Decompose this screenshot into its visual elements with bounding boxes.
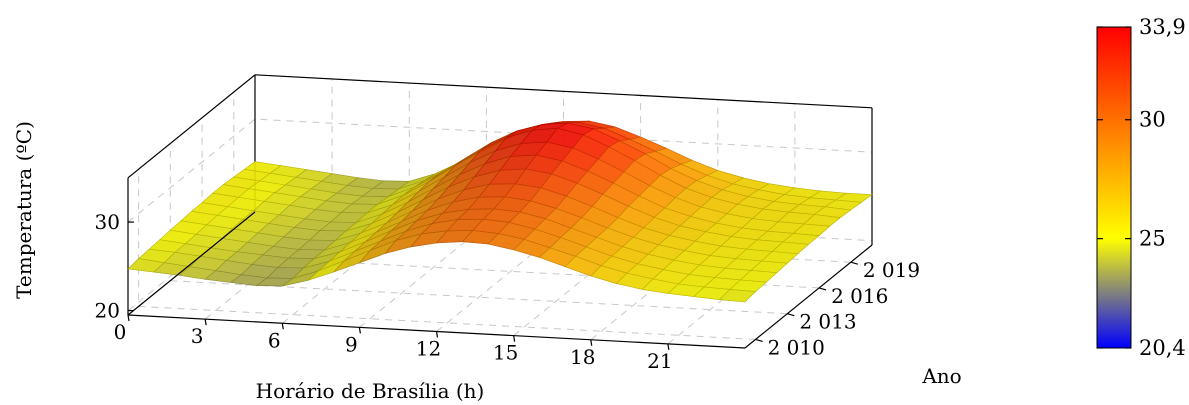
box-edge: [127, 74, 256, 179]
colorbar-ticks: 33,9 30 25 20,4: [1097, 15, 1186, 360]
x-tick-mark: [204, 319, 207, 326]
box-edge: [254, 74, 873, 109]
axis-line: [127, 211, 256, 316]
x-tick-label: 3: [191, 324, 204, 348]
year-tick-label: 2 010: [768, 335, 825, 359]
x-tick-mark: [281, 323, 284, 330]
colorbar-tick-label: 25: [1139, 227, 1166, 251]
x-grid-line: [513, 95, 642, 336]
year-tick-mark: [755, 338, 763, 342]
x-grid-line: [590, 99, 719, 341]
x-tick-label: 12: [416, 337, 441, 361]
colorbar-tick-label: 33,9: [1139, 15, 1186, 39]
year-tick-label: 2 013: [799, 310, 856, 334]
temperature-surface: [127, 120, 873, 303]
x-tick-label: 18: [570, 345, 595, 369]
x-tick-label: 9: [345, 332, 358, 356]
x-tick-mark: [127, 314, 130, 322]
y-axis-label: Ano: [921, 364, 961, 388]
z-axis-label: Temperatura (ºC): [12, 121, 36, 299]
z-grid-line: [127, 118, 873, 223]
x-axis-label: Horário de Brasília (h): [256, 379, 485, 403]
x-grid-line: [667, 103, 796, 345]
colorbar-tick-label: 20,4: [1139, 336, 1186, 360]
x-tick-label: 15: [493, 341, 518, 365]
colorbar-gradient: [1096, 26, 1132, 349]
surface-patch: [718, 289, 757, 303]
x-tick-mark: [667, 343, 670, 350]
x-tick-label: 0: [114, 320, 127, 344]
x-tick-mark: [358, 327, 361, 334]
x-grid-line: [359, 87, 487, 328]
x-tick-label: 21: [647, 349, 672, 373]
year-tick-mark: [818, 287, 827, 291]
year-tick-mark: [787, 313, 795, 317]
x-tick-mark: [435, 331, 439, 338]
x-tick-label: 6: [268, 328, 281, 352]
z-tick-label: 30: [95, 210, 120, 234]
colorbar-tick-label: 30: [1139, 108, 1166, 132]
x-tick-mark: [513, 335, 516, 342]
year-tick-label: 2 019: [863, 258, 920, 282]
x-tick-mark: [590, 339, 593, 346]
x-grid-line: [281, 83, 410, 324]
year-tick-label: 2 016: [831, 284, 888, 308]
year-tick-mark: [850, 261, 858, 265]
x-grid-line: [436, 91, 564, 332]
z-tick-label: 20: [95, 299, 120, 323]
colorbar: 33,9 30 25 20,4: [1096, 15, 1186, 360]
